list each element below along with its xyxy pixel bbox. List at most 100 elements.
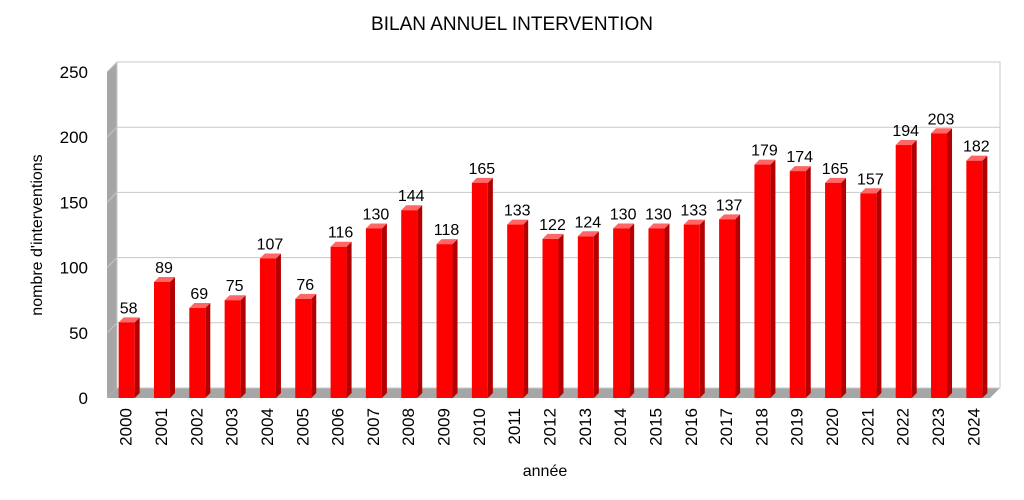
- bar-top: [683, 219, 705, 225]
- x-tick-label: 2021: [858, 408, 877, 446]
- bar: [613, 223, 635, 398]
- bar-side: [452, 239, 458, 398]
- bar-side: [593, 231, 599, 398]
- bar-top: [966, 155, 988, 161]
- x-tick-label: 2014: [611, 408, 630, 446]
- x-tick-label: 2005: [293, 408, 312, 446]
- bar-side: [876, 188, 882, 398]
- y-axis-label: nombre d'interventions: [29, 154, 46, 315]
- x-tick-label: 2004: [258, 408, 277, 446]
- bar-front: [224, 300, 241, 398]
- bar-top: [153, 276, 175, 282]
- x-tick-label: 2010: [470, 408, 489, 446]
- bar-side: [911, 140, 917, 399]
- bar: [330, 241, 352, 398]
- data-label: 130: [363, 206, 390, 223]
- bars: 58 89 69 75 107 76 116 130 144 118 165 133 122 124 130…: [118, 111, 990, 399]
- bar-side: [735, 214, 741, 398]
- data-label: 107: [257, 236, 284, 253]
- bar: [295, 293, 317, 398]
- bar-top: [365, 223, 387, 229]
- bar: [754, 159, 776, 398]
- bar-side: [841, 177, 847, 398]
- bar-side: [169, 276, 175, 398]
- bar: [365, 223, 387, 398]
- bar-top: [224, 295, 246, 301]
- bar-front: [719, 219, 736, 398]
- x-tick-label: 2024: [964, 408, 983, 446]
- bar-top: [931, 128, 953, 134]
- x-tick-label: 2018: [752, 408, 771, 446]
- bar-front: [330, 246, 347, 398]
- bar-side: [664, 223, 670, 398]
- bar-top: [542, 233, 564, 239]
- bar-side: [311, 293, 317, 398]
- x-tick-label: 2013: [576, 408, 595, 446]
- data-label: 116: [328, 225, 354, 242]
- y-tick-label: 200: [60, 128, 88, 147]
- bar-side: [346, 241, 352, 398]
- bar-front: [860, 193, 877, 398]
- x-tick-label: 2020: [823, 408, 842, 446]
- bar-front: [754, 164, 771, 398]
- bar-front: [789, 171, 806, 398]
- bar: [825, 177, 847, 398]
- bar-side: [523, 219, 529, 398]
- bar-top: [330, 241, 352, 247]
- data-label: 144: [398, 188, 425, 205]
- x-tick-label: 2023: [929, 408, 948, 446]
- bar-front: [189, 308, 206, 398]
- bar-side: [805, 166, 811, 398]
- bar: [648, 223, 670, 398]
- x-tick-label: 2007: [364, 408, 383, 446]
- bar: [895, 140, 917, 399]
- bar: [471, 177, 493, 398]
- data-label: 182: [963, 139, 990, 156]
- bar: [189, 303, 211, 398]
- bar: [542, 233, 564, 398]
- gridline-side: [106, 126, 118, 138]
- data-label: 165: [469, 161, 496, 178]
- bar-top: [719, 214, 741, 220]
- bar-front: [542, 238, 559, 398]
- data-label: 133: [680, 203, 707, 220]
- bar-front: [153, 281, 170, 398]
- data-label: 58: [120, 300, 138, 317]
- bar-front: [295, 298, 312, 398]
- x-tick-label: 2006: [329, 408, 348, 446]
- y-tick-label: 250: [60, 63, 88, 82]
- x-tick-label: 2008: [399, 408, 418, 446]
- bar-front: [613, 228, 630, 398]
- x-tick-label: 2009: [435, 408, 454, 446]
- data-label: 75: [226, 278, 244, 295]
- x-tick-label: 2000: [117, 408, 136, 446]
- data-label: 122: [539, 217, 566, 234]
- gridline-side: [106, 61, 118, 73]
- data-label: 157: [857, 171, 884, 188]
- bar-side: [947, 128, 953, 398]
- bar-top: [577, 231, 599, 237]
- x-tick-label: 2002: [187, 408, 206, 446]
- data-label: 203: [928, 111, 955, 128]
- data-label: 118: [434, 222, 460, 239]
- y-tick-label: 50: [69, 324, 88, 343]
- x-tick-label: 2022: [894, 408, 913, 446]
- bar: [860, 188, 882, 398]
- bar-top: [471, 177, 493, 183]
- bar-front: [436, 244, 453, 398]
- bar-side: [629, 223, 635, 398]
- bar-side: [558, 233, 564, 398]
- bar: [507, 219, 529, 398]
- data-label: 179: [751, 143, 778, 160]
- bar-top: [401, 205, 423, 211]
- bar-top: [648, 223, 670, 229]
- bar: [118, 317, 140, 398]
- bar-top: [436, 239, 458, 245]
- bar-front: [931, 133, 948, 398]
- bar-top: [118, 317, 140, 323]
- x-tick-label: 2012: [541, 408, 560, 446]
- bar-front: [966, 160, 983, 398]
- x-tick-label: 2016: [682, 408, 701, 446]
- bar: [224, 295, 246, 398]
